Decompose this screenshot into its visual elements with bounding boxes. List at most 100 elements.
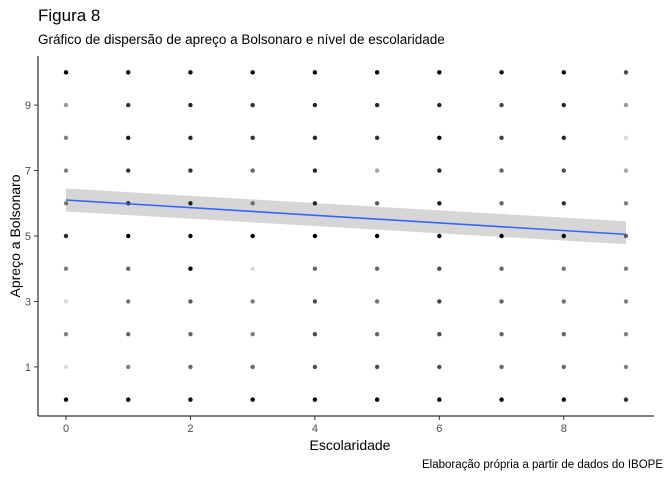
scatter-point xyxy=(63,70,69,75)
scatter-point xyxy=(499,266,504,271)
scatter-point xyxy=(188,135,193,141)
scatter-point xyxy=(126,266,131,271)
y-axis-label: Apreço a Bolsonaro xyxy=(7,174,23,297)
scatter-point xyxy=(499,201,504,206)
scatter-point xyxy=(561,201,566,206)
scatter-point xyxy=(250,102,255,108)
scatter-point xyxy=(561,168,566,173)
x-axis-label: Escolaridade xyxy=(310,437,391,453)
scatter-point xyxy=(312,168,318,173)
scatter-point xyxy=(250,331,255,337)
scatter-point xyxy=(312,70,318,75)
chart-subtitle: Gráfico de dispersão de apreço a Bolsona… xyxy=(38,32,445,47)
scatter-point xyxy=(374,135,380,141)
x-tick-label: 6 xyxy=(436,423,442,435)
scatter-point xyxy=(499,233,504,239)
scatter-point xyxy=(63,233,69,239)
scatter-point xyxy=(188,331,193,337)
scatter-point xyxy=(188,266,193,271)
scatter-point xyxy=(63,102,69,108)
scatter-point xyxy=(188,397,193,402)
scatter-point xyxy=(188,168,193,173)
scatter-point xyxy=(63,135,69,141)
scatter-point xyxy=(499,70,504,75)
y-tick-label: 7 xyxy=(25,166,31,178)
scatter-point xyxy=(374,233,380,239)
scatter-point xyxy=(126,135,131,141)
scatter-point xyxy=(312,364,318,370)
y-tick-label: 3 xyxy=(25,296,31,308)
scatter-point xyxy=(374,102,380,108)
scatter-point xyxy=(499,331,504,337)
scatter-point xyxy=(250,201,255,206)
scatter-point xyxy=(250,397,255,402)
x-tick-label: 8 xyxy=(561,423,567,435)
scatter-point xyxy=(499,168,504,173)
x-tick-label: 2 xyxy=(187,423,193,435)
scatter-point xyxy=(312,102,318,108)
scatter-point xyxy=(499,364,504,370)
scatter-point xyxy=(437,266,442,271)
scatter-point xyxy=(63,266,69,271)
scatter-point xyxy=(437,201,442,206)
scatter-point xyxy=(312,201,318,206)
scatter-point xyxy=(63,201,69,206)
scatter-point xyxy=(63,331,69,337)
scatter-point xyxy=(188,70,193,75)
scatter-point xyxy=(623,201,629,206)
scatter-point xyxy=(374,397,380,402)
scatter-point xyxy=(561,102,566,108)
scatter-point xyxy=(437,102,442,108)
x-tick-label: 4 xyxy=(312,423,318,435)
y-tick-label: 5 xyxy=(25,231,31,243)
scatter-point xyxy=(623,168,629,173)
scatter-point xyxy=(437,397,442,402)
scatter-point xyxy=(188,201,193,206)
scatter-point xyxy=(250,70,255,75)
scatter-point xyxy=(561,299,566,304)
scatter-point xyxy=(63,168,69,173)
scatter-point xyxy=(437,70,442,75)
scatter-point xyxy=(188,299,193,304)
scatter-point xyxy=(561,233,566,239)
scatter-point xyxy=(437,299,442,304)
scatter-point xyxy=(126,397,131,402)
y-tick-label: 1 xyxy=(25,362,31,374)
scatter-point xyxy=(312,135,318,141)
scatter-point xyxy=(374,364,380,370)
scatter-point xyxy=(374,201,380,206)
scatter-point xyxy=(126,299,131,304)
scatter-point xyxy=(499,299,504,304)
scatter-point xyxy=(374,70,380,75)
scatter-point xyxy=(126,331,131,337)
scatter-point xyxy=(312,233,318,239)
scatter-point xyxy=(312,331,318,337)
scatter-point xyxy=(63,397,69,402)
scatter-point xyxy=(561,397,566,402)
scatter-point xyxy=(437,233,442,239)
scatter-point xyxy=(437,364,442,370)
scatter-point xyxy=(623,102,629,108)
scatter-point xyxy=(188,364,193,370)
scatter-point xyxy=(374,266,380,271)
y-tick-label: 9 xyxy=(25,100,31,112)
scatter-point xyxy=(561,135,566,141)
scatter-point xyxy=(63,299,69,304)
scatter-point xyxy=(126,102,131,108)
scatter-point xyxy=(126,364,131,370)
scatter-point xyxy=(623,397,629,402)
chart-caption: Elaboração própria a partir de dados do … xyxy=(421,459,663,471)
scatter-point xyxy=(623,70,629,75)
scatter-point xyxy=(561,331,566,337)
scatter-point xyxy=(623,364,629,370)
scatter-point xyxy=(250,299,255,304)
scatter-point xyxy=(437,168,442,173)
chart-title: Figura 8 xyxy=(38,6,101,25)
scatter-point xyxy=(126,70,131,75)
scatter-point xyxy=(312,266,318,271)
scatter-point xyxy=(126,233,131,239)
scatter-point xyxy=(623,135,629,141)
confidence-band xyxy=(66,188,626,245)
scatter-point xyxy=(126,168,131,173)
